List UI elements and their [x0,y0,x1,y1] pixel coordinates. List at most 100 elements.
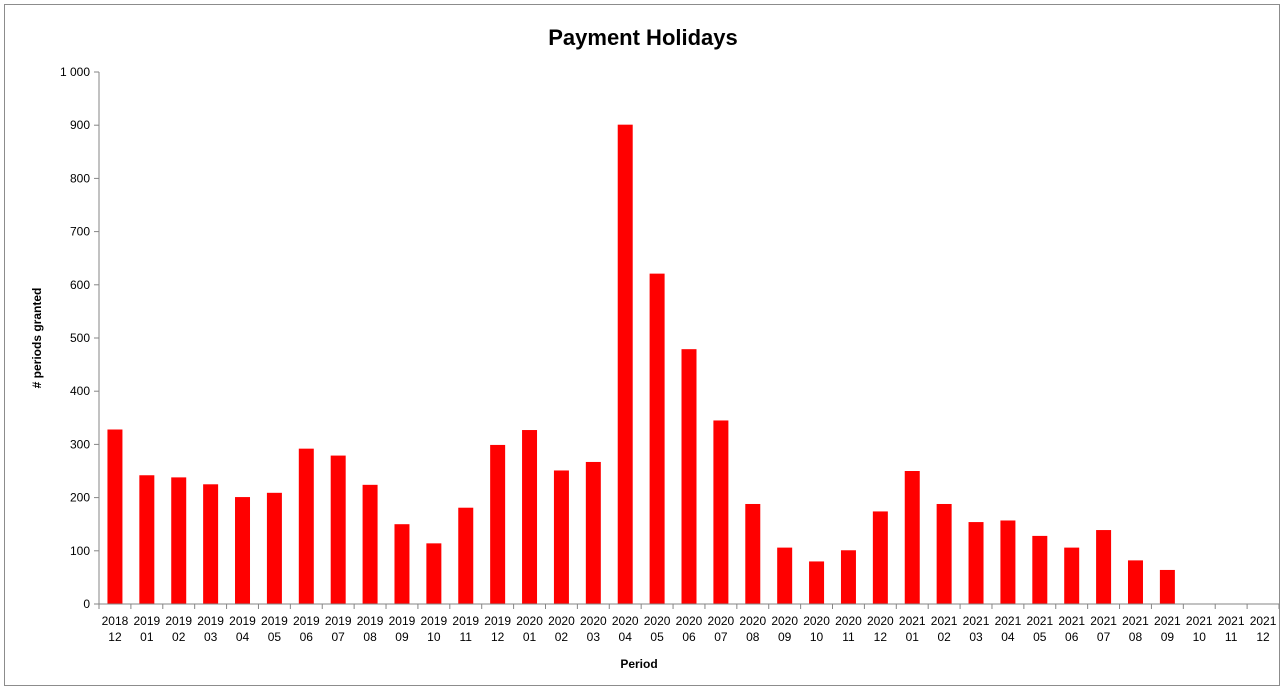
x-tick-label-year: 2019 [293,614,320,628]
x-tick-label-month: 12 [874,630,888,644]
x-tick-label-year: 2020 [580,614,607,628]
bar-chart: Payment Holidays 0 100 200 300 400 500 600 700 8… [30,25,1280,671]
x-tick-label-month: 11 [842,630,855,644]
x-tick-label-year: 2021 [1122,614,1149,628]
bar [203,484,219,604]
x-tick-label-month: 10 [810,630,824,644]
x-tick-label-month: 02 [937,630,951,644]
x-tick-label-month: 07 [714,630,728,644]
x-tick-label-year: 2019 [133,614,160,628]
x-tick-label-month: 06 [300,630,314,644]
x-tick-label-year: 2021 [1218,614,1245,628]
x-tick-label-month: 05 [268,630,282,644]
chart-area: Payment Holidays 0 100 200 300 400 500 600 700 8… [4,4,1280,686]
x-tick-label-month: 01 [140,630,154,644]
x-tick-label-year: 2019 [261,614,288,628]
bar [840,550,856,604]
x-tick-label-month: 12 [491,630,505,644]
x-tick-label-year: 2021 [1154,614,1181,628]
x-tick-label-month: 11 [1225,630,1238,644]
x-tick-label-month: 07 [332,630,346,644]
y-tick-label: 900 [70,118,90,132]
x-tick-label-year: 2020 [516,614,543,628]
x-tick-label-month: 08 [746,630,760,644]
x-tick-label-year: 2021 [1186,614,1213,628]
bar [1159,569,1175,604]
x-tick-label-year: 2021 [1090,614,1117,628]
x-tick-label-year: 2019 [484,614,511,628]
y-tick-label: 0 [83,597,90,611]
x-tick-label-month: 03 [204,630,218,644]
x-tick-label-month: 09 [1161,630,1175,644]
x-tick-label-month: 06 [1065,630,1079,644]
x-tick-label-year: 2021 [1250,614,1277,628]
bar [681,349,697,604]
x-tick-label-month: 02 [172,630,186,644]
bar [426,543,442,604]
x-tick-label-year: 2020 [548,614,575,628]
y-tick-label: 400 [70,384,90,398]
bar [522,430,538,604]
x-tick-label-year: 2019 [165,614,192,628]
bar [936,503,952,604]
bars [107,124,1175,604]
x-tick-label-month: 05 [1033,630,1047,644]
x-tick-label-year: 2020 [803,614,830,628]
y-tick-label: 100 [70,544,90,558]
bar [458,507,474,604]
x-tick-label-month: 06 [682,630,696,644]
bar [1127,560,1143,604]
chart-title: Payment Holidays [548,25,738,50]
x-tick-label-month: 07 [1097,630,1111,644]
bar [490,444,506,604]
bar [1032,535,1048,604]
bar [1096,530,1112,604]
x-tick-label-month: 09 [395,630,409,644]
x-tick-label-month: 03 [969,630,983,644]
x-tick-label-month: 02 [555,630,569,644]
bar [1064,547,1080,604]
bar [139,475,155,604]
x-tick-label-year: 2018 [102,614,129,628]
bar [649,273,665,604]
x-tick-label-year: 2020 [771,614,798,628]
bar [330,455,346,604]
bar [745,503,761,604]
bar [298,448,314,604]
y-tick-label: 300 [70,437,90,451]
x-tick-label-month: 12 [1256,630,1270,644]
x-tick-label-month: 12 [108,630,122,644]
bar [904,471,920,604]
x-tick-label-year: 2019 [229,614,256,628]
bar [171,477,187,604]
x-tick-label-month: 10 [1193,630,1207,644]
bar [394,524,410,604]
bar [713,420,729,604]
x-tick-label-year: 2020 [739,614,766,628]
bar [553,470,569,604]
x-tick-label-month: 09 [778,630,792,644]
y-tick-label: 1 000 [60,65,90,79]
x-tick-label-year: 2021 [963,614,990,628]
x-tick-label-year: 2019 [389,614,416,628]
x-axis-title: Period [620,657,657,671]
x-tick-label-month: 05 [650,630,664,644]
x-tick-label-month: 04 [619,630,633,644]
bar [1000,520,1016,604]
bar [777,547,793,604]
x-tick-label-year: 2021 [1026,614,1053,628]
y-axis-title: # periods granted [30,288,44,389]
x-tick-label-year: 2019 [197,614,224,628]
bar [809,561,825,604]
y-tick-label: 700 [70,225,90,239]
x-tick-label-year: 2019 [421,614,448,628]
x-tick-label-month: 10 [427,630,441,644]
x-tick-label-year: 2020 [835,614,862,628]
x-tick-label-month: 01 [906,630,920,644]
bar [235,497,251,604]
x-tick-label-month: 08 [1129,630,1143,644]
x-tick-label-year: 2020 [708,614,735,628]
bar [362,484,378,604]
bar [107,429,123,604]
x-tick-label-year: 2020 [612,614,639,628]
